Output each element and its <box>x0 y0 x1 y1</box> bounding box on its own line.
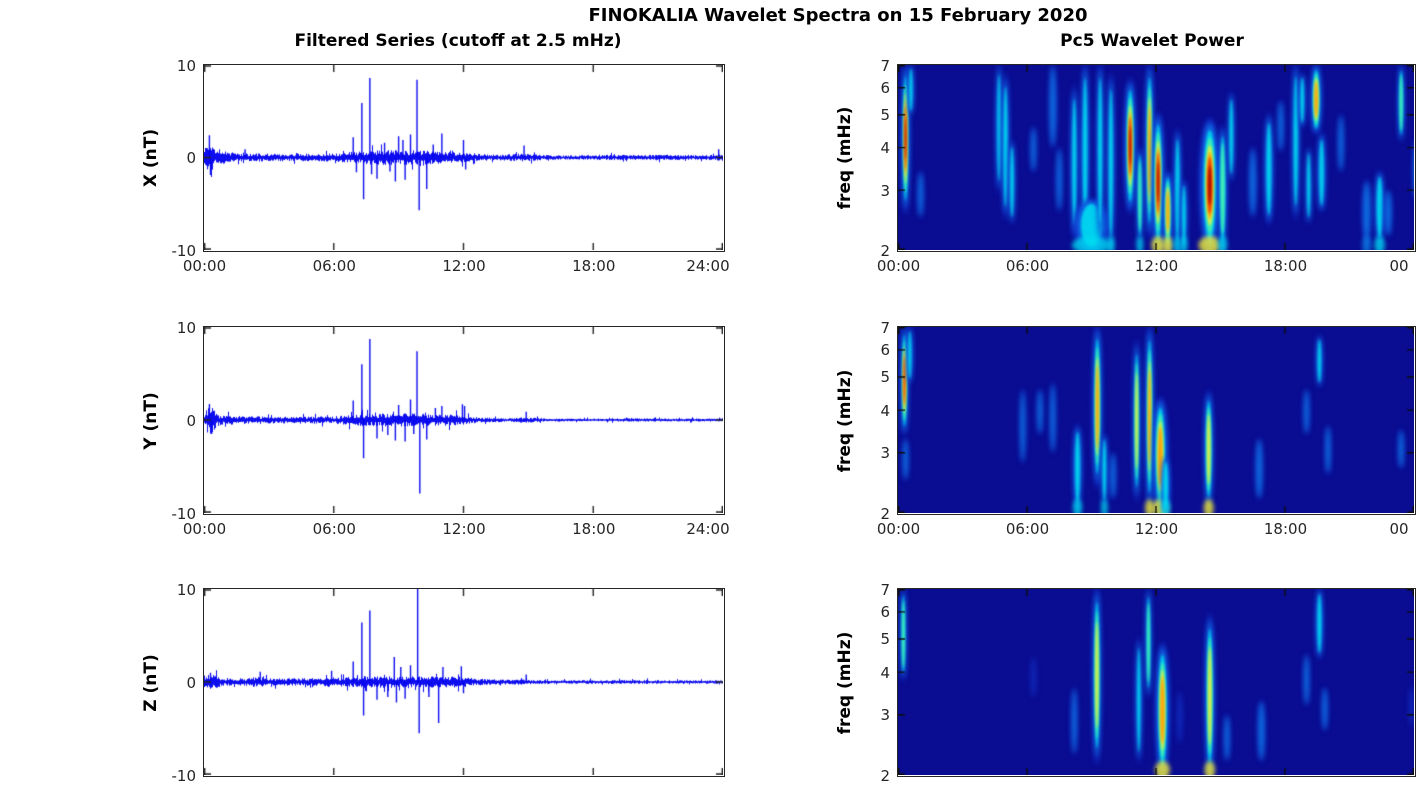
xtick-label-y-wavelet: 00 <box>1389 520 1409 538</box>
right-column-title: Pc5 Wavelet Power <box>1060 31 1244 51</box>
xtick-label-x-wavelet: 00:00 <box>876 257 921 275</box>
ytick-label-x-wavelet: 5 <box>880 106 890 125</box>
xtick-label-x-series: 00:00 <box>182 257 227 275</box>
xtick-label-y-series: 06:00 <box>312 520 356 538</box>
panel-y-wavelet <box>897 326 1416 515</box>
y-axis-label-y-wavelet: freq (mHz) <box>835 369 855 472</box>
panel-y-series <box>203 326 725 515</box>
ytick-label-z-wavelet: 5 <box>880 630 890 649</box>
xtick-label-y-wavelet: 06:00 <box>1005 520 1050 538</box>
y-axis-label-y-series: Y (nT) <box>141 391 161 450</box>
ytick-label-y-wavelet: 6 <box>880 341 890 360</box>
ytick-label-z-wavelet: 2 <box>880 766 890 785</box>
ytick-label-y-wavelet: 5 <box>880 368 890 387</box>
y-axis-label-z-series: Z (nT) <box>141 653 161 712</box>
z-series-plot <box>204 589 723 775</box>
ytick-label-z-series: 0 <box>186 673 196 692</box>
panel-z-wavelet <box>897 588 1416 777</box>
xtick-label-x-series: 06:00 <box>312 257 356 275</box>
xtick-label-x-wavelet: 06:00 <box>1005 257 1050 275</box>
ytick-label-y-series: -10 <box>171 504 197 523</box>
ytick-label-x-wavelet: 3 <box>880 181 890 200</box>
xtick-label-y-series: 18:00 <box>572 520 616 538</box>
y-axis-label-x-wavelet: freq (mHz) <box>835 106 855 210</box>
y-series-plot <box>204 327 723 513</box>
ytick-label-y-wavelet: 4 <box>880 401 890 420</box>
panel-z-series <box>203 588 725 777</box>
xtick-label-x-series: 24:00 <box>686 257 730 275</box>
left-column-title: Filtered Series (cutoff at 2.5 mHz) <box>294 31 622 51</box>
ytick-label-y-wavelet: 2 <box>880 504 890 523</box>
ytick-label-z-series: 10 <box>176 580 196 599</box>
ytick-label-z-series: -10 <box>171 766 197 785</box>
ytick-label-x-wavelet: 6 <box>880 79 890 98</box>
ytick-label-x-series: -10 <box>171 241 197 260</box>
xtick-label-x-series: 12:00 <box>442 257 486 275</box>
ytick-label-y-series: 10 <box>176 318 196 337</box>
z-wavelet-plot <box>898 589 1414 775</box>
ytick-label-x-series: 10 <box>176 56 196 75</box>
xtick-label-x-series: 18:00 <box>572 257 616 275</box>
x-wavelet-plot <box>898 65 1414 250</box>
xtick-label-y-series: 00:00 <box>182 520 227 538</box>
xtick-label-y-wavelet: 00:00 <box>876 520 921 538</box>
ytick-label-z-wavelet: 3 <box>880 706 890 725</box>
ytick-label-x-wavelet: 2 <box>880 241 890 260</box>
figure-title: FINOKALIA Wavelet Spectra on 15 February… <box>588 5 1088 26</box>
xtick-label-x-wavelet: 12:00 <box>1134 257 1179 275</box>
ytick-label-z-wavelet: 4 <box>880 663 890 682</box>
ytick-label-x-series: 0 <box>186 149 196 167</box>
y-wavelet-plot <box>898 327 1414 513</box>
ytick-label-z-wavelet: 7 <box>880 580 890 599</box>
panel-x-series <box>203 64 725 252</box>
xtick-label-x-wavelet: 18:00 <box>1263 257 1308 275</box>
ytick-label-x-wavelet: 7 <box>880 56 890 75</box>
ytick-label-y-series: 0 <box>186 411 196 430</box>
y-axis-label-z-wavelet: freq (mHz) <box>835 631 855 734</box>
xtick-label-y-wavelet: 12:00 <box>1134 520 1179 538</box>
xtick-label-y-wavelet: 18:00 <box>1263 520 1308 538</box>
xtick-label-y-series: 12:00 <box>442 520 486 538</box>
xtick-label-x-wavelet: 00 <box>1389 257 1409 275</box>
ytick-label-y-wavelet: 7 <box>880 318 890 337</box>
xtick-label-y-series: 24:00 <box>686 520 730 538</box>
ytick-label-x-wavelet: 4 <box>880 139 890 158</box>
panel-x-wavelet <box>897 64 1416 252</box>
ytick-label-z-wavelet: 6 <box>880 603 890 622</box>
y-axis-label-x-series: X (nT) <box>141 128 161 188</box>
x-series-plot <box>204 65 723 250</box>
ytick-label-y-wavelet: 3 <box>880 444 890 463</box>
